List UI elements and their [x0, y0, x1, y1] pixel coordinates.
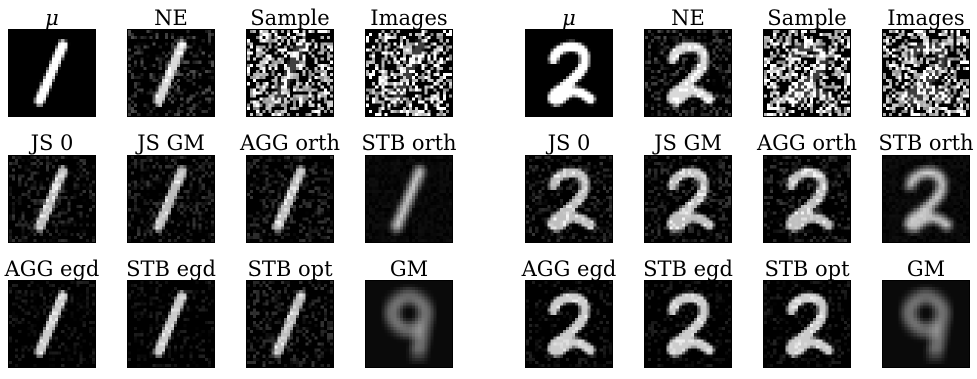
panel-2-digit-canvas-r1c1: [526, 30, 612, 116]
panel-1-image-r2c3: [246, 155, 334, 243]
panel-2-digit-canvas-r2c1: [526, 156, 612, 242]
panel-2-image-r3c2: [644, 280, 732, 368]
panel-1-digit-canvas-r2c3: [247, 156, 333, 242]
panel-2-image-r1c1: [525, 29, 613, 117]
panel-2-digit-canvas-r3c4: [883, 281, 969, 367]
panel-1-image-r3c1: [8, 280, 96, 368]
panel-2-image-r2c2: [644, 155, 732, 243]
panel-1-label-r3c2: STB egd: [126, 257, 216, 281]
panel-1-label-r2c1: JS 0: [30, 131, 74, 155]
panel-2-label-r2c3: AGG orth: [756, 131, 858, 155]
panel-1-image-r1c1: [8, 29, 96, 117]
panel-2-image-r2c3: [763, 155, 851, 243]
panel-1-image-r2c2: [127, 155, 215, 243]
panel-1-digit-canvas-r3c2: [128, 281, 214, 367]
panel-2-image-r2c1: [525, 155, 613, 243]
panel-2-digit-canvas-r1c4: [883, 30, 969, 116]
panel-1-image-r3c3: [246, 280, 334, 368]
panel-2-label-r2c2: JS GM: [654, 131, 722, 155]
panel-1-digit-canvas-r1c3: [247, 30, 333, 116]
panel-1-label-r3c1: AGG egd: [4, 257, 100, 281]
panel-1-image-r2c4: [365, 155, 453, 243]
panel-2-image-r1c2: [644, 29, 732, 117]
panel-2-image-r3c1: [525, 280, 613, 368]
panel-1-digit-canvas-r2c2: [128, 156, 214, 242]
panel-1-label-r1c2: NE: [154, 6, 188, 30]
panel-1-label-r2c3: AGG orth: [239, 131, 341, 155]
panel-2-label-r1c3: Sample: [767, 6, 847, 30]
panel-2-image-r1c4: [882, 29, 970, 117]
panel-2-label-r2c1: JS 0: [547, 131, 591, 155]
panel-2-digit-canvas-r1c2: [645, 30, 731, 116]
panel-1-digit-canvas-r1c1: [9, 30, 95, 116]
panel-1-label-r3c3: STB opt: [247, 257, 333, 281]
panel-1-image-r1c4: [365, 29, 453, 117]
panel-1-image-r2c1: [8, 155, 96, 243]
panel-1-label-r1c3: Sample: [250, 6, 330, 30]
panel-2-digit-canvas-r1c3: [764, 30, 850, 116]
panel-1-image-r1c3: [246, 29, 334, 117]
panel-2-label-r3c1: AGG egd: [521, 257, 617, 281]
panel-1-label-r2c2: JS GM: [137, 131, 205, 155]
panel-2-digit-canvas-r2c2: [645, 156, 731, 242]
panel-1-label-r1c4: Images: [370, 6, 448, 30]
panel-2-label-r1c1: μ: [562, 6, 576, 30]
panel-2-digit-canvas-r2c4: [883, 156, 969, 242]
panel-2-label-r3c2: STB egd: [643, 257, 733, 281]
panel-1-digit-canvas-r2c4: [366, 156, 452, 242]
panel-1-label-r1c1: μ: [45, 6, 59, 30]
panel-2-image-r1c3: [763, 29, 851, 117]
panel-1-label-r2c4: STB orth: [361, 131, 457, 155]
panel-1-digit-canvas-r1c4: [366, 30, 452, 116]
panel-2-digit-canvas-r3c1: [526, 281, 612, 367]
panel-2-digit-canvas-r3c3: [764, 281, 850, 367]
panel-2-image-r3c3: [763, 280, 851, 368]
panel-2-label-r1c4: Images: [887, 6, 965, 30]
panel-2-label-r1c2: NE: [671, 6, 705, 30]
panel-1-image-r3c4: [365, 280, 453, 368]
panel-2-label-r3c3: STB opt: [764, 257, 850, 281]
panel-1-digit-canvas-r2c1: [9, 156, 95, 242]
panel-1-image-r3c2: [127, 280, 215, 368]
panel-1-label-r3c4: GM: [389, 257, 429, 281]
panel-1-image-r1c2: [127, 29, 215, 117]
panel-2-digit-canvas-r2c3: [764, 156, 850, 242]
panel-1-digit-canvas-r3c3: [247, 281, 333, 367]
panel-1-digit-canvas-r3c1: [9, 281, 95, 367]
panel-2-label-r2c4: STB orth: [878, 131, 974, 155]
panel-2-digit-canvas-r3c2: [645, 281, 731, 367]
panel-2-image-r2c4: [882, 155, 970, 243]
panel-1-digit-canvas-r3c4: [366, 281, 452, 367]
panel-2-image-r3c4: [882, 280, 970, 368]
panel-1-digit-canvas-r1c2: [128, 30, 214, 116]
panel-2-label-r3c4: GM: [906, 257, 946, 281]
